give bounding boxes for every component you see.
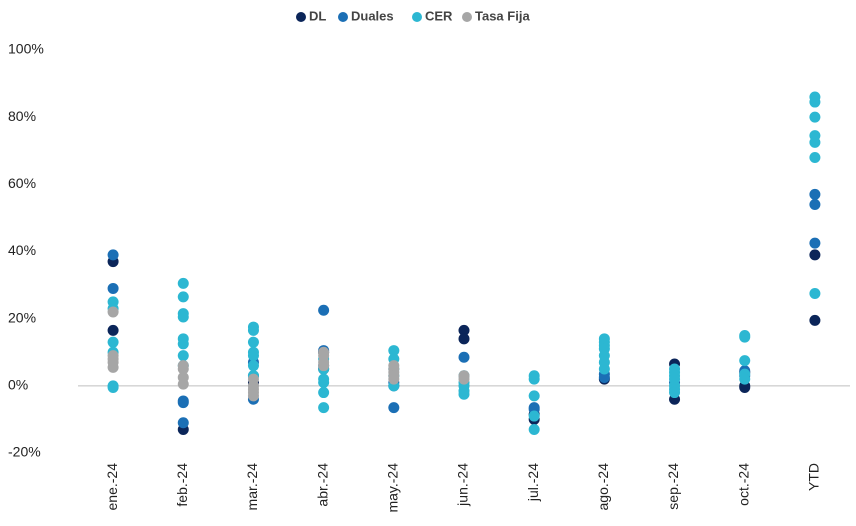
- dot: [809, 249, 821, 261]
- dot: [247, 350, 259, 362]
- dot: [528, 373, 540, 385]
- dot: [809, 314, 821, 326]
- dot: [598, 371, 610, 383]
- legend-label: Duales: [351, 8, 394, 23]
- dot: [809, 237, 821, 249]
- dot: [107, 324, 119, 336]
- dot: [809, 188, 821, 200]
- dot: [177, 338, 189, 350]
- dot: [177, 350, 189, 362]
- dot: [809, 136, 821, 148]
- dot: [388, 373, 400, 385]
- legend-label: DL: [309, 8, 326, 23]
- dot: [247, 360, 259, 372]
- dot: [177, 291, 189, 303]
- dot: [809, 96, 821, 108]
- legend-label: Tasa Fija: [475, 8, 530, 23]
- dot: [739, 373, 751, 385]
- y-tick-label: 40%: [8, 242, 36, 258]
- x-tick-label: feb.-24: [174, 463, 190, 507]
- dot: [107, 336, 119, 348]
- dot: [739, 355, 751, 367]
- dot: [107, 382, 119, 394]
- dot: [107, 361, 119, 373]
- dot: [107, 353, 119, 365]
- dot: [458, 388, 470, 400]
- x-tick-label: jun.-24: [455, 463, 471, 507]
- dot: [318, 304, 330, 316]
- x-tick-label: mar.-24: [244, 463, 260, 511]
- legend-marker: [338, 12, 348, 22]
- dot: [458, 351, 470, 363]
- dot: [247, 324, 259, 336]
- legend-label: CER: [425, 8, 453, 23]
- dot: [388, 345, 400, 357]
- legend-marker: [462, 12, 472, 22]
- dot: [247, 336, 259, 348]
- y-tick-label: 80%: [8, 108, 36, 124]
- dot: [528, 410, 540, 422]
- y-tick-label: 0%: [8, 377, 28, 393]
- dot: [107, 249, 119, 261]
- dot: [177, 378, 189, 390]
- dot: [177, 363, 189, 375]
- dot: [177, 395, 189, 407]
- dot: [739, 382, 751, 394]
- x-tick-label: may.-24: [385, 463, 401, 513]
- dot: [528, 390, 540, 402]
- dot: [458, 373, 470, 385]
- dot: [247, 390, 259, 402]
- dot: [458, 324, 470, 336]
- dot: [318, 402, 330, 414]
- x-tick-label: YTD: [806, 463, 822, 491]
- dot: [388, 402, 400, 414]
- x-tick-label: abr.-24: [314, 463, 330, 507]
- dot: [177, 277, 189, 289]
- dot: [107, 306, 119, 318]
- dot: [809, 111, 821, 123]
- legend-marker: [296, 12, 306, 22]
- dot: [809, 151, 821, 163]
- dot: [107, 282, 119, 294]
- x-tick-label: ago.-24: [595, 463, 611, 511]
- x-tick-label: oct.-24: [735, 463, 751, 506]
- y-tick-label: 20%: [8, 309, 36, 325]
- y-tick-label: 60%: [8, 175, 36, 191]
- y-tick-label: 100%: [8, 41, 44, 57]
- dot: [318, 360, 330, 372]
- dot: [809, 198, 821, 210]
- dot: [177, 417, 189, 429]
- x-tick-label: ene.-24: [104, 463, 120, 511]
- dot: [318, 376, 330, 388]
- dot: [318, 387, 330, 399]
- dot: [669, 387, 681, 399]
- dot: [458, 333, 470, 345]
- dot: [528, 423, 540, 435]
- y-tick-label: -20%: [8, 444, 41, 460]
- x-tick-label: jul.-24: [525, 463, 541, 502]
- dot: [739, 331, 751, 343]
- dot: [177, 311, 189, 323]
- dot: [598, 363, 610, 375]
- dot: [809, 287, 821, 299]
- x-tick-label: sep.-24: [665, 463, 681, 510]
- legend-marker: [412, 12, 422, 22]
